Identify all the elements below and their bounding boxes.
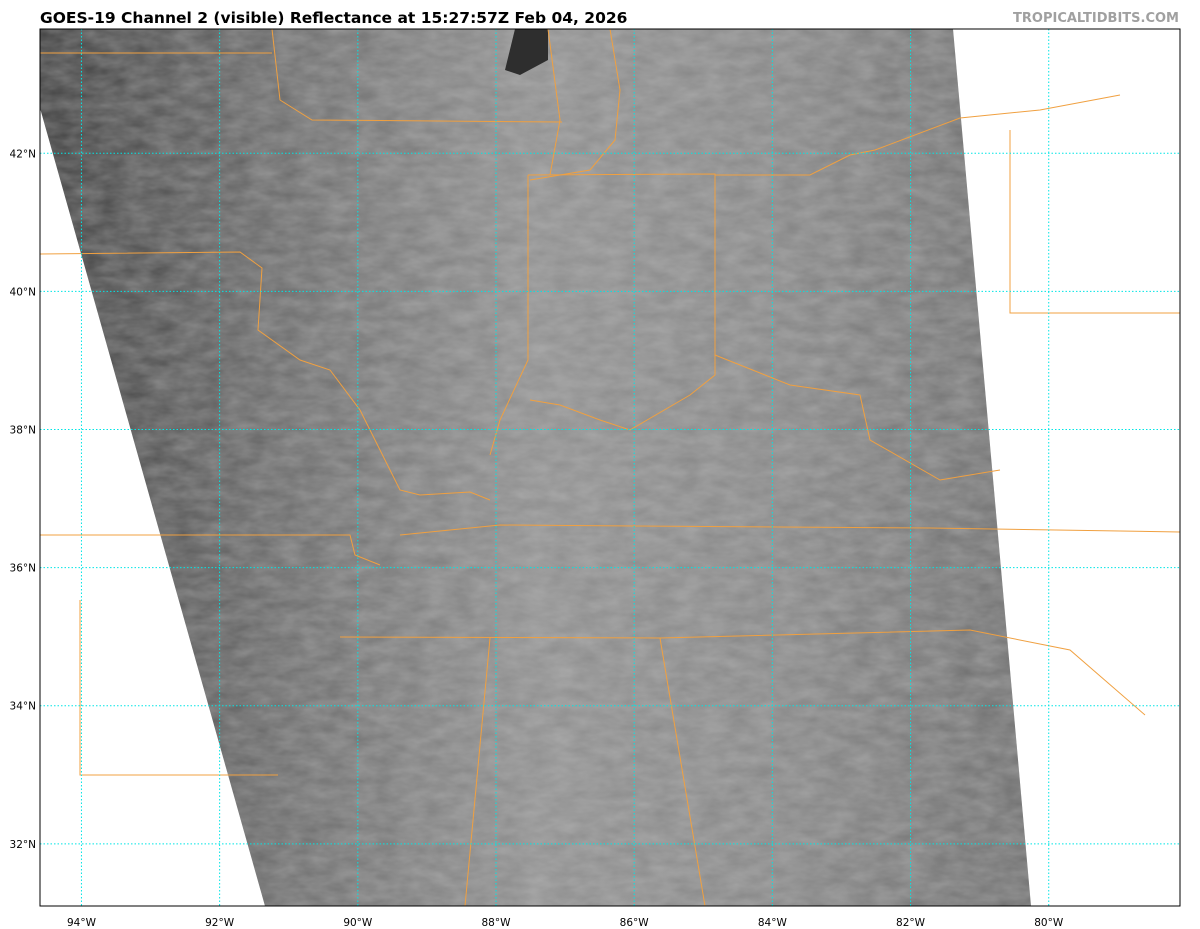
gridlines <box>40 29 1180 906</box>
lake-michigan <box>505 29 548 75</box>
lon-tick-label: 92°W <box>205 917 235 929</box>
plot-frame <box>39 28 1181 907</box>
lat-tick-label: 32°N <box>10 839 36 851</box>
lat-tick-label: 38°N <box>10 425 36 437</box>
lon-tick-label: 88°W <box>482 917 512 929</box>
lat-tick-label: 36°N <box>10 563 36 575</box>
lon-tick-label: 90°W <box>343 917 373 929</box>
credit-watermark: TROPICALTIDBITS.COM <box>1013 11 1179 26</box>
lon-tick-label: 82°W <box>896 917 926 929</box>
lon-tick-label: 84°W <box>758 917 788 929</box>
state-boundaries <box>40 29 1180 906</box>
cloud-texture <box>40 29 1031 906</box>
lon-tick-label: 94°W <box>67 917 97 929</box>
lat-tick-label: 42°N <box>10 148 36 160</box>
lon-tick-label: 86°W <box>620 917 650 929</box>
map-title: GOES-19 Channel 2 (visible) Reflectance … <box>40 9 628 27</box>
lon-tick-label: 80°W <box>1034 917 1064 929</box>
lat-tick-label: 40°N <box>10 286 36 298</box>
lat-tick-label: 34°N <box>10 701 36 713</box>
